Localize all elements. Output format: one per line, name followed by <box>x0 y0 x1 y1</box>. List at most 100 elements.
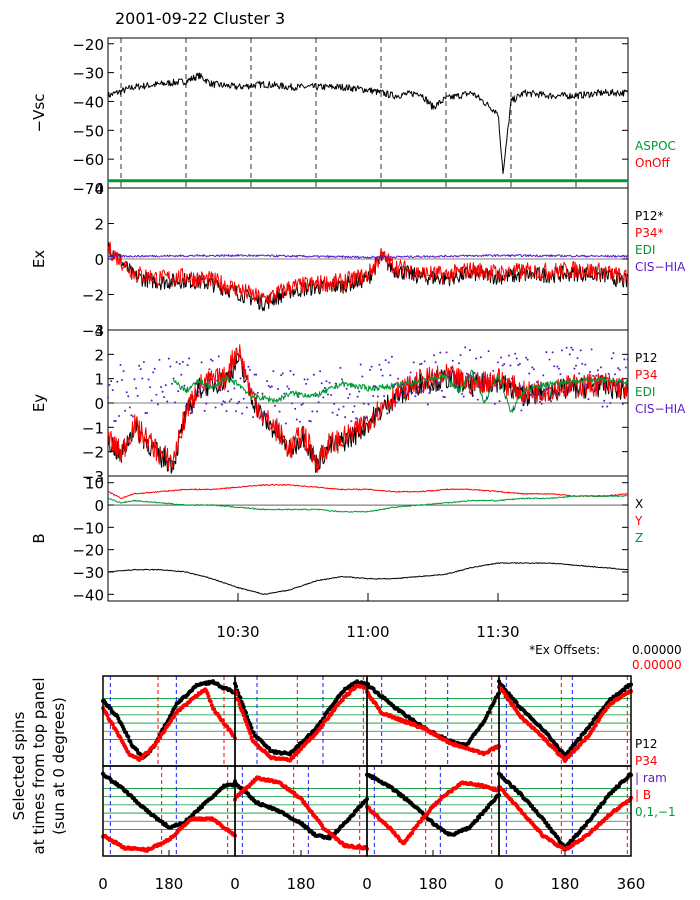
scatter-point <box>451 359 454 362</box>
scatter-point <box>153 367 156 370</box>
offsets-label: *Ex Offsets: <box>529 643 600 657</box>
y-axis-label: Ey <box>30 394 48 412</box>
scatter-point <box>156 403 159 406</box>
scatter-point <box>361 375 364 378</box>
legend-entry: X <box>635 497 643 511</box>
scatter-point <box>216 379 219 382</box>
scatter-point <box>623 358 626 361</box>
scatter-point <box>323 386 326 389</box>
legend-entry: EDI <box>635 243 655 257</box>
scatter-point <box>177 390 180 393</box>
scatter-point <box>380 368 382 371</box>
scatter-point <box>317 401 320 404</box>
scatter-point <box>331 411 334 414</box>
scatter-point <box>161 390 164 393</box>
y-axis-label: −Vsc <box>30 94 48 133</box>
spin-legend-entry: P12 <box>635 737 658 751</box>
scatter-point <box>509 364 512 367</box>
scatter-point <box>433 354 436 357</box>
spin-series-p34 <box>365 780 501 846</box>
scatter-point <box>564 390 567 393</box>
scatter-point <box>381 374 384 377</box>
scatter-point <box>309 420 312 423</box>
scatter-point <box>202 389 205 392</box>
scatter-point <box>138 364 141 367</box>
spin-point <box>241 705 246 710</box>
scatter-point <box>131 415 134 418</box>
scatter-point <box>610 357 613 360</box>
panel-b: 10 0 −10 −20 −30 −40 B XYZ <box>30 475 643 605</box>
scatter-point <box>319 370 322 373</box>
scatter-point <box>615 384 618 387</box>
scatter-point <box>191 410 194 413</box>
scatter-point <box>575 364 577 367</box>
scatter-point <box>414 395 417 398</box>
scatter-point <box>178 362 181 365</box>
spin-legend-entry: P34 <box>635 754 658 768</box>
spin-point <box>236 698 241 703</box>
y-tick-label: −30 <box>72 65 104 83</box>
scatter-point <box>596 369 599 372</box>
spin-series-p12 <box>101 679 237 760</box>
scatter-point <box>364 416 367 419</box>
y-tick-label: 0 <box>94 497 104 515</box>
scatter-point <box>110 380 113 383</box>
scatter-point <box>571 348 574 351</box>
scatter-point <box>553 365 556 368</box>
scatter-point <box>537 393 540 396</box>
scatter-point <box>147 378 150 381</box>
scatter-point <box>468 349 471 352</box>
scatter-point <box>397 377 400 380</box>
scatter-point <box>458 362 460 365</box>
scatter-point <box>523 401 526 404</box>
scatter-point <box>239 377 242 380</box>
scatter-point <box>316 410 319 413</box>
scatter-point <box>565 346 568 349</box>
scatter-point <box>415 391 418 394</box>
scatter-point <box>326 393 329 396</box>
scatter-point <box>214 406 217 409</box>
legend-entry: Y <box>634 514 643 528</box>
scatter-point <box>626 358 629 361</box>
spin-panel <box>497 675 633 767</box>
scatter-point <box>465 372 468 375</box>
scatter-point <box>562 391 565 394</box>
spin-point <box>246 725 251 730</box>
scatter-point <box>501 364 504 367</box>
scatter-point <box>127 395 130 398</box>
scatter-point <box>213 386 216 389</box>
legend-entry: CIS−HIA <box>635 260 686 274</box>
scatter-point <box>484 382 487 385</box>
scatter-point <box>259 415 262 418</box>
spin-point <box>110 722 115 727</box>
scatter-point <box>525 356 528 359</box>
scatter-point <box>556 365 559 368</box>
scatter-point <box>244 369 247 372</box>
spin-series-p34 <box>233 775 369 851</box>
scatter-point <box>175 361 178 364</box>
scatter-point <box>515 357 518 360</box>
scatter-point <box>387 361 390 364</box>
scatter-point <box>292 373 295 376</box>
scatter-point <box>181 360 184 363</box>
scatter-point <box>534 402 537 405</box>
spin-series-p34 <box>101 816 237 853</box>
scatter-point <box>258 404 261 407</box>
scatter-point <box>233 387 236 390</box>
scatter-point <box>539 400 542 403</box>
scatter-point <box>521 385 524 388</box>
spin-panel <box>101 765 237 857</box>
scatter-point <box>107 396 109 399</box>
scatter-point <box>417 386 420 389</box>
scatter-point <box>536 381 538 384</box>
spin-point <box>156 739 160 744</box>
scatter-point <box>114 420 117 423</box>
scatter-point <box>135 387 138 390</box>
series-bx <box>107 562 629 595</box>
spin-panel <box>233 675 369 767</box>
spin-point <box>205 691 210 696</box>
scatter-point <box>236 402 239 405</box>
scatter-point <box>490 385 493 388</box>
scatter-point <box>200 361 203 364</box>
scatter-point <box>295 418 298 421</box>
